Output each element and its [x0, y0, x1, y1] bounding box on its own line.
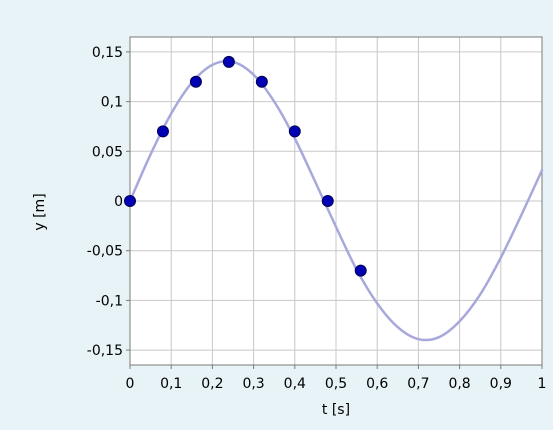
series	[124, 55, 544, 342]
x-tick-label: 1	[538, 376, 547, 392]
data-point	[189, 75, 202, 88]
x-tick-label: 0,1	[160, 376, 182, 392]
data-point	[288, 125, 301, 138]
x-tick-label: 0,8	[448, 376, 470, 392]
data-point	[255, 75, 268, 88]
x-tick-label: 0,7	[407, 376, 429, 392]
x-tick-label: 0,4	[284, 376, 306, 392]
y-axis-label: y [m]	[32, 193, 48, 230]
x-tick-label: 0,3	[242, 376, 264, 392]
x-axis-label: t [s]	[322, 402, 350, 418]
y-tick-label: -0,15	[87, 343, 123, 359]
y-tick-label: 0,05	[92, 144, 123, 160]
data-point	[156, 125, 169, 138]
x-axis-ticks: 0 0,1 0,2 0,3 0,4 0,5 0,6 0,7 0,8 0,9 1	[126, 365, 547, 392]
y-tick-label: 0	[114, 194, 123, 210]
y-tick-label: 0,15	[92, 45, 123, 61]
y-axis-ticks: 0,15 0,1 0,05 0 -0,05 -0,1 -0,15	[87, 45, 130, 359]
x-tick-label: 0,6	[366, 376, 388, 392]
data-point	[124, 195, 136, 207]
x-tick-label: 0,5	[325, 376, 347, 392]
data-point	[321, 195, 334, 207]
data-point	[354, 264, 367, 277]
y-tick-label: -0,05	[87, 244, 123, 260]
x-tick-label: 0,9	[490, 376, 512, 392]
x-tick-label: 0,2	[201, 376, 223, 392]
y-tick-label: -0,1	[96, 293, 123, 309]
data-point	[222, 55, 235, 68]
y-tick-label: 0,1	[101, 95, 123, 111]
x-tick-label: 0	[126, 376, 135, 392]
